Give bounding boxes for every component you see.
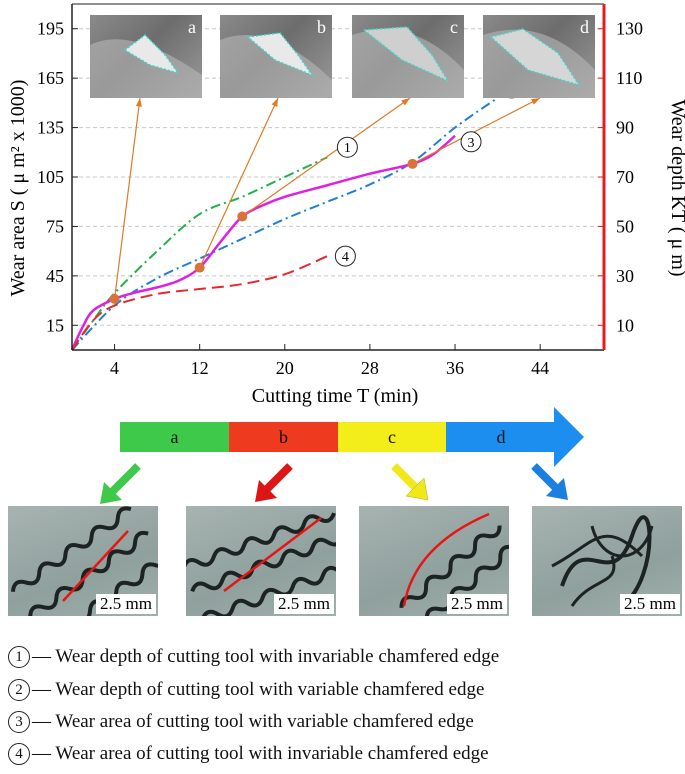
series-number-circle bbox=[460, 131, 482, 153]
stage-label: c bbox=[388, 426, 396, 447]
legend-number: 2 bbox=[8, 679, 30, 701]
inset-photo-label: b bbox=[317, 17, 326, 37]
y-left-tick-label: 45 bbox=[46, 266, 64, 286]
series-layer bbox=[70, 97, 499, 351]
marker-point-d bbox=[407, 158, 418, 169]
y-left-tick-label: 75 bbox=[46, 216, 64, 236]
y-right-tick-label: 70 bbox=[616, 167, 634, 187]
inset-photo-c: c bbox=[352, 15, 464, 98]
y-right-tick-label: 90 bbox=[616, 118, 634, 138]
stage-b: b bbox=[229, 422, 338, 452]
y-right-tick-label: 10 bbox=[616, 315, 634, 335]
series-line-4 bbox=[71, 255, 328, 351]
legend-text: — Wear depth of cutting tool with variab… bbox=[32, 679, 485, 700]
legend-item-2: 2 — Wear depth of cutting tool with vari… bbox=[8, 679, 484, 701]
x-tick-label: 44 bbox=[531, 358, 549, 378]
series-number-circle bbox=[334, 245, 356, 267]
y-left-tick-label: 15 bbox=[46, 315, 64, 335]
series-number-circle bbox=[336, 136, 358, 158]
y-left-tick-label: 135 bbox=[37, 118, 64, 138]
marker-point-a bbox=[109, 293, 120, 304]
chip-arrow-b-icon bbox=[255, 463, 293, 502]
series-number-label: 1 bbox=[344, 141, 351, 156]
stage-a: a bbox=[120, 422, 229, 452]
series-number-label: 4 bbox=[342, 250, 349, 265]
inset-photo-label: c bbox=[450, 17, 458, 37]
x-tick-label: 20 bbox=[276, 358, 294, 378]
inset-photo-d: d bbox=[483, 15, 595, 98]
scale-bar-label: 2.5 mm bbox=[620, 594, 680, 614]
y-right-tick-label: 50 bbox=[616, 216, 634, 236]
y-right-tick-label: 30 bbox=[616, 266, 634, 286]
marker-arrow-head bbox=[271, 98, 278, 107]
series-line-2 bbox=[71, 97, 499, 351]
legend-text: — Wear area of cutting tool with variabl… bbox=[32, 711, 474, 732]
inset-photo-label: a bbox=[188, 17, 196, 37]
series-line-3 bbox=[70, 134, 456, 351]
y-right-tick-label: 110 bbox=[616, 68, 642, 88]
x-tick-label: 4 bbox=[110, 358, 119, 378]
x-tick-label: 12 bbox=[191, 358, 209, 378]
scale-bar-label: 2.5 mm bbox=[96, 594, 156, 614]
series-number-label: 3 bbox=[468, 136, 475, 151]
marker-arrow-head bbox=[135, 98, 142, 107]
marker-point-c bbox=[237, 211, 248, 222]
chip-photo-a: 2.5 mm bbox=[8, 506, 158, 616]
scale-bar-label: 2.5 mm bbox=[274, 594, 334, 614]
inset-photo-b: b bbox=[220, 15, 332, 98]
x-tick-label: 28 bbox=[361, 358, 379, 378]
legend-number: 4 bbox=[8, 743, 30, 765]
y-left-tick-label: 105 bbox=[37, 167, 64, 187]
tick-layer: 4 12 20 28 36 44 15 45 75 105 135 165 195 10 30 50 70 90 1… bbox=[37, 19, 643, 378]
chip-photo-d: 2.5 mm bbox=[532, 506, 682, 616]
marker-arrow-line bbox=[241, 97, 411, 218]
legend-number: 3 bbox=[8, 711, 30, 733]
series-number-labels: 1234 bbox=[334, 77, 523, 267]
chip-arrows bbox=[100, 463, 568, 504]
legend-number: 1 bbox=[8, 646, 30, 668]
legend-item-4: 4 — Wear area of cutting tool with invar… bbox=[8, 743, 489, 765]
stage-d: d bbox=[446, 422, 556, 452]
stage-arrow-head-icon bbox=[554, 407, 584, 467]
y-right-tick-label: 130 bbox=[616, 19, 643, 39]
inset-photo-a: a bbox=[90, 15, 202, 98]
marker-layer bbox=[109, 158, 418, 304]
chip-photo-c: 2.5 mm bbox=[359, 506, 509, 616]
scale-bar-label: 2.5 mm bbox=[447, 594, 507, 614]
stage-label: b bbox=[279, 426, 288, 447]
marker-arrow-head bbox=[401, 98, 410, 106]
legend-item-3: 3 — Wear area of cutting tool with varia… bbox=[8, 711, 474, 733]
y-left-tick-label: 165 bbox=[37, 68, 64, 88]
marker-arrow-line bbox=[199, 97, 279, 268]
chip-photo-b: 2.5 mm bbox=[186, 506, 336, 616]
marker-point-b bbox=[194, 262, 205, 273]
inset-photo-label: d bbox=[580, 17, 589, 37]
series-line-1 bbox=[71, 156, 328, 351]
x-tick-label: 36 bbox=[446, 358, 464, 378]
y-axis-left-label: Wear area S ( μ m² x 1000) bbox=[7, 80, 29, 297]
stage-label: a bbox=[170, 426, 179, 447]
marker-arrow-line bbox=[412, 97, 541, 165]
legend-item-1: 1 — Wear depth of cutting tool with inva… bbox=[8, 646, 499, 668]
chip-arrow-d-icon bbox=[531, 463, 568, 500]
stage-c: c bbox=[338, 422, 446, 452]
marker-arrow-head bbox=[531, 98, 540, 105]
marker-arrows bbox=[113, 97, 541, 299]
chip-arrow-c-icon bbox=[391, 463, 429, 501]
marker-arrow-line bbox=[113, 97, 141, 299]
y-axis-right-label: Wear depth KT ( μ m) bbox=[667, 99, 685, 276]
legend-text: — Wear area of cutting tool with invaria… bbox=[32, 743, 489, 764]
stage-label: d bbox=[496, 426, 506, 447]
legend-text: — Wear depth of cutting tool with invari… bbox=[32, 646, 500, 667]
x-axis-label: Cutting time T (min) bbox=[252, 385, 418, 407]
y-left-tick-label: 195 bbox=[37, 19, 64, 39]
chip-arrow-a-icon bbox=[100, 463, 141, 504]
